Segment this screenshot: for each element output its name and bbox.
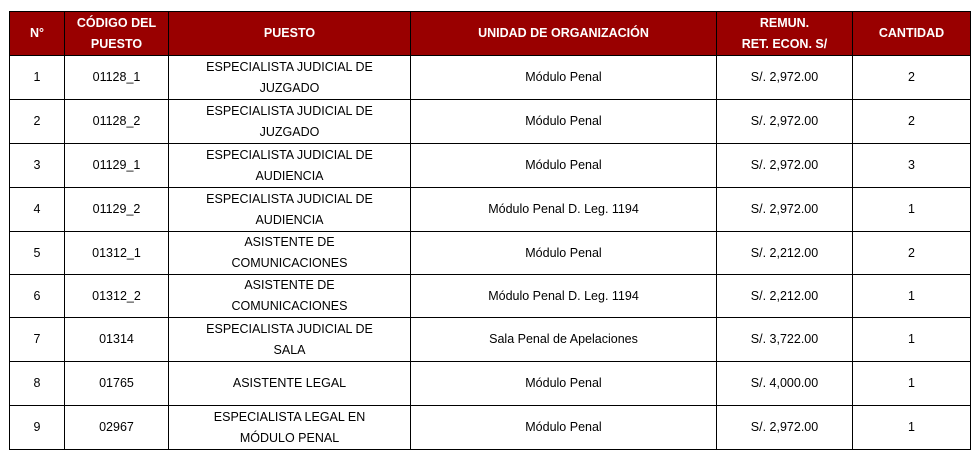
cell-puesto: ESPECIALISTA JUDICIAL DE AUDIENCIA (168, 187, 411, 232)
header-remun-line2: RET. ECON. S/ (741, 36, 828, 51)
cell-n: 6 (9, 274, 65, 318)
cell-unidad: Módulo Penal (410, 55, 717, 100)
cell-puesto: ESPECIALISTA JUDICIAL DE JUZGADO (168, 99, 411, 144)
cell-n: 5 (9, 231, 65, 275)
cell-unidad: Sala Penal de Apelaciones (410, 317, 717, 362)
cell-remun: S/. 2,972.00 (716, 99, 853, 144)
cell-puesto: ESPECIALISTA JUDICIAL DE AUDIENCIA (168, 143, 411, 188)
cell-puesto: ASISTENTE LEGAL (168, 361, 411, 406)
header-cantidad: CANTIDAD (852, 11, 971, 56)
cell-remun: S/. 2,972.00 (716, 55, 853, 100)
table-row: 1 01128_1 ESPECIALISTA JUDICIAL DE JUZGADO… (9, 55, 971, 100)
cell-codigo: 01312_2 (64, 274, 169, 318)
cell-codigo: 02967 (64, 405, 169, 450)
cell-puesto: ESPECIALISTA LEGAL EN MÓDULO PENAL (168, 405, 411, 450)
cell-codigo: 01314 (64, 317, 169, 362)
cell-cantidad: 2 (852, 99, 971, 144)
cell-n: 7 (9, 317, 65, 362)
header-n: N° (9, 11, 65, 56)
cell-remun: S/. 4,000.00 (716, 361, 853, 406)
positions-table: N° CÓDIGO DEL PUESTO PUESTO UNIDAD DE OR… (9, 11, 971, 450)
cell-n: 1 (9, 55, 65, 100)
cell-puesto: ESPECIALISTA JUDICIAL DE SALA (168, 317, 411, 362)
table-row: 5 01312_1 ASISTENTE DE COMUNICACIONES Módul… (9, 231, 971, 275)
cell-n: 4 (9, 187, 65, 232)
table-row: 9 02967 ESPECIALISTA LEGAL EN MÓDULO PENAL… (9, 405, 971, 450)
cell-unidad: Módulo Penal D. Leg. 1194 (410, 274, 717, 318)
header-codigo: CÓDIGO DEL PUESTO (64, 11, 169, 56)
cell-codigo: 01128_2 (64, 99, 169, 144)
cell-cantidad: 1 (852, 405, 971, 450)
cell-codigo: 01128_1 (64, 55, 169, 100)
header-unidad: UNIDAD DE ORGANIZACIÓN (410, 11, 717, 56)
cell-cantidad: 3 (852, 143, 971, 188)
cell-puesto: ESPECIALISTA JUDICIAL DE JUZGADO (168, 55, 411, 100)
cell-unidad: Módulo Penal (410, 99, 717, 144)
cell-cantidad: 1 (852, 361, 971, 406)
table-row: 3 01129_1 ESPECIALISTA JUDICIAL DE AUDIENC… (9, 143, 971, 188)
cell-n: 9 (9, 405, 65, 450)
header-remun: REMUN. RET. ECON. S/ (716, 11, 853, 56)
cell-puesto: ASISTENTE DE COMUNICACIONES (168, 274, 411, 318)
table-row: 2 01128_2 ESPECIALISTA JUDICIAL DE JUZGADO… (9, 99, 971, 144)
cell-unidad: Módulo Penal (410, 405, 717, 450)
cell-cantidad: 1 (852, 187, 971, 232)
cell-remun: S/. 2,972.00 (716, 187, 853, 232)
table-row: 6 01312_2 ASISTENTE DE COMUNICACIONES Módul… (9, 274, 971, 318)
cell-remun: S/. 2,972.00 (716, 405, 853, 450)
cell-remun: S/. 3,722.00 (716, 317, 853, 362)
cell-codigo: 01765 (64, 361, 169, 406)
cell-cantidad: 2 (852, 55, 971, 100)
cell-puesto: ASISTENTE DE COMUNICACIONES (168, 231, 411, 275)
cell-n: 3 (9, 143, 65, 188)
cell-codigo: 01312_1 (64, 231, 169, 275)
cell-remun: S/. 2,212.00 (716, 274, 853, 318)
cell-codigo: 01129_2 (64, 187, 169, 232)
cell-remun: S/. 2,212.00 (716, 231, 853, 275)
table-row: 4 01129_2 ESPECIALISTA JUDICIAL DE AUDIENC… (9, 187, 971, 232)
cell-unidad: Módulo Penal (410, 361, 717, 406)
table-row: 8 01765 ASISTENTE LEGAL Módulo Penal S/. 4,0… (9, 361, 971, 406)
cell-codigo: 01129_1 (64, 143, 169, 188)
cell-unidad: Módulo Penal D. Leg. 1194 (410, 187, 717, 232)
table-row: 7 01314 ESPECIALISTA JUDICIAL DE SALA Sala … (9, 317, 971, 362)
header-row: N° CÓDIGO DEL PUESTO PUESTO UNIDAD DE OR… (9, 11, 971, 56)
header-remun-line1: REMUN. (759, 15, 810, 30)
cell-remun: S/. 2,972.00 (716, 143, 853, 188)
cell-cantidad: 1 (852, 274, 971, 318)
cell-unidad: Módulo Penal (410, 143, 717, 188)
cell-cantidad: 2 (852, 231, 971, 275)
cell-unidad: Módulo Penal (410, 231, 717, 275)
cell-n: 8 (9, 361, 65, 406)
cell-cantidad: 1 (852, 317, 971, 362)
cell-n: 2 (9, 99, 65, 144)
header-puesto: PUESTO (168, 11, 411, 56)
